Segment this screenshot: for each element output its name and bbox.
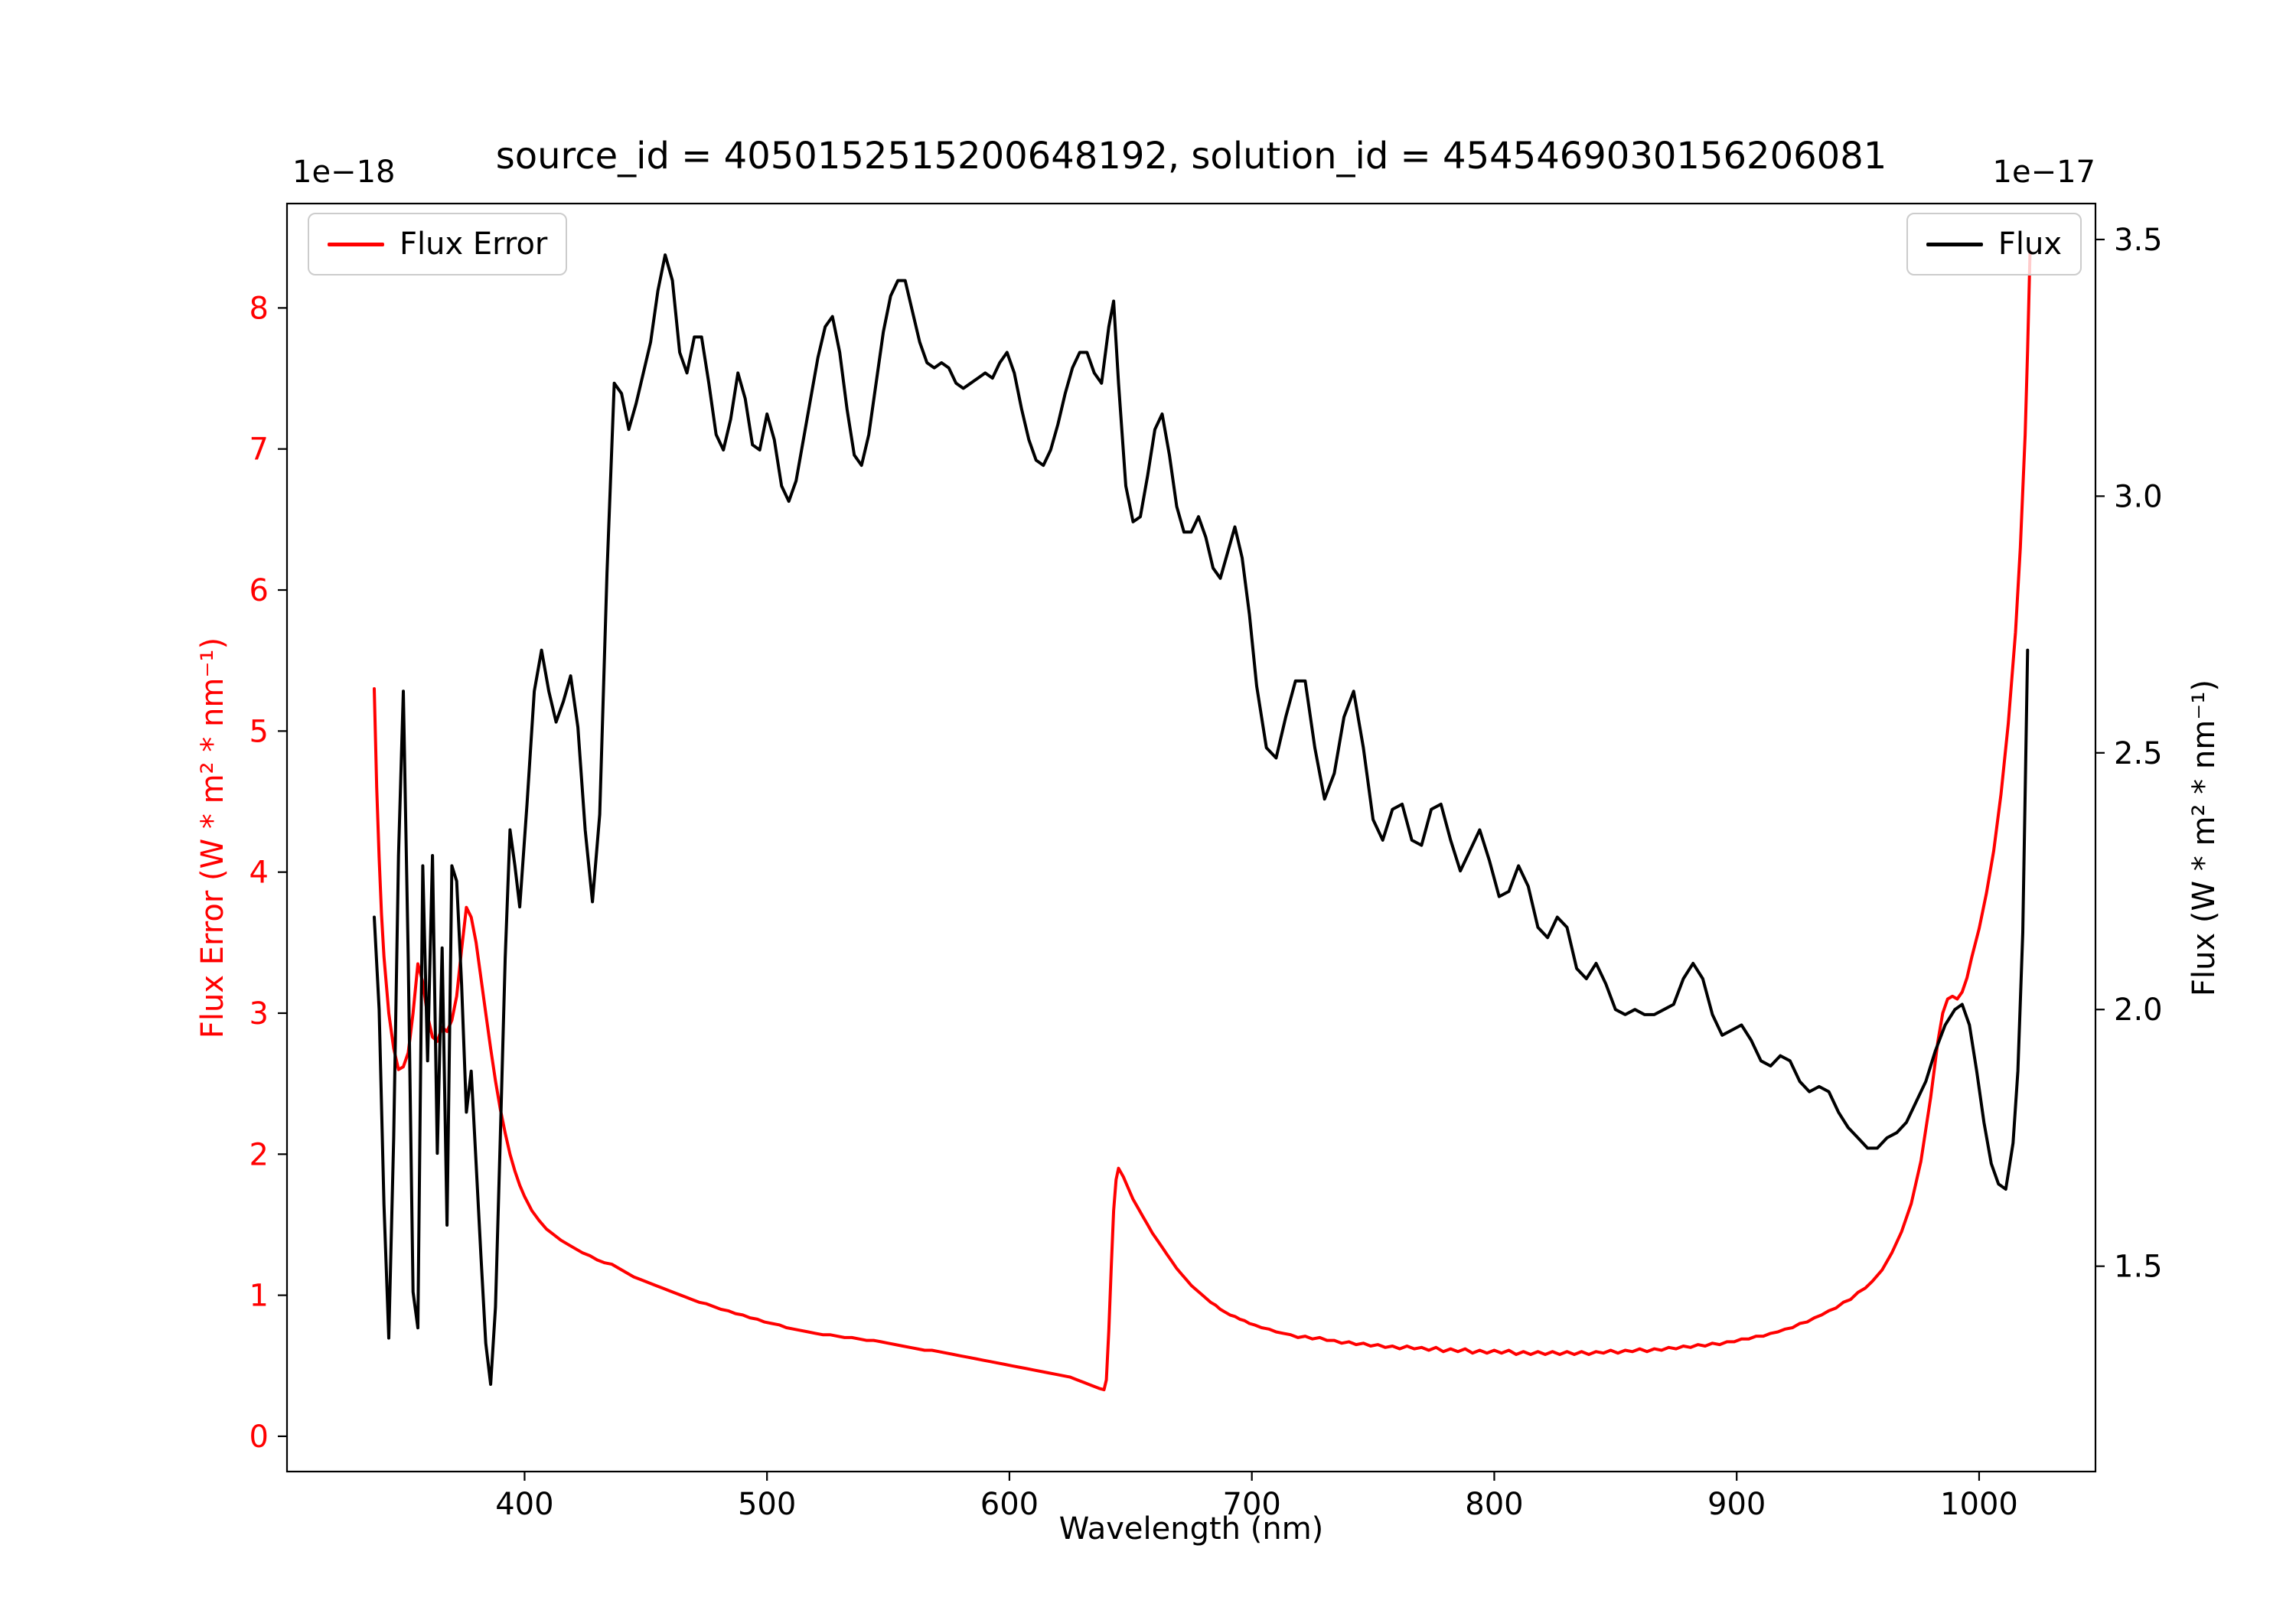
left-y-tick-label: 4 (249, 856, 269, 891)
x-axis-label: Wavelength (nm) (1058, 1511, 1324, 1547)
x-tick-label: 600 (980, 1487, 1039, 1522)
left-y-tick-label: 0 (249, 1420, 269, 1455)
left-y-axis-ticks: 0 1 2 3 4 5 6 7 8 (249, 291, 287, 1455)
legend-flux-error-label: Flux Error (400, 227, 548, 262)
left-y-tick-label: 6 (249, 573, 269, 608)
axes-frame (285, 202, 2097, 1473)
x-tick-label: 500 (738, 1487, 796, 1522)
left-axis-offset-text: 1e−18 (292, 155, 396, 190)
left-y-tick-label: 2 (249, 1137, 269, 1172)
right-y-tick-label: 2.5 (2114, 736, 2163, 771)
flux-error-series-path (373, 249, 2032, 1392)
right-y-tick-label: 2.0 (2114, 993, 2163, 1028)
chart-title: source_id = 4050152515200648192, solutio… (495, 135, 1887, 178)
right-y-axis-label: Flux (W * m² * nm⁻¹) (2187, 680, 2222, 996)
legend-flux-error: Flux Error (308, 213, 568, 275)
flux-line-sample (1926, 242, 1983, 246)
x-tick-label: 900 (1707, 1487, 1766, 1522)
x-axis-ticks: 400 500 600 700 800 900 1000 (495, 1472, 2018, 1522)
x-tick-label: 1000 (1940, 1487, 2018, 1522)
right-y-tick-label: 1.5 (2114, 1250, 2163, 1285)
flux-series-path (373, 253, 2030, 1386)
legend-flux-label: Flux (1998, 227, 2062, 262)
left-y-tick-label: 1 (249, 1279, 269, 1314)
right-y-tick-label: 3.5 (2114, 223, 2163, 258)
right-axis-offset-text: 1e−17 (1992, 155, 2095, 190)
right-y-tick-label: 3.0 (2114, 479, 2163, 514)
left-y-axis-label: Flux Error (W * m² * nm⁻¹) (195, 637, 230, 1039)
flux-error-line-sample (328, 242, 384, 246)
x-tick-label: 700 (1223, 1487, 1281, 1522)
x-tick-label: 400 (495, 1487, 553, 1522)
left-y-tick-label: 5 (249, 714, 269, 749)
x-tick-label: 800 (1465, 1487, 1523, 1522)
left-y-tick-label: 3 (249, 996, 269, 1032)
left-y-tick-label: 7 (249, 432, 269, 468)
legend-flux: Flux (1906, 213, 2082, 275)
right-y-axis-ticks: 1.5 2.0 2.5 3.0 3.5 (2095, 223, 2163, 1285)
left-y-tick-label: 8 (249, 291, 269, 326)
